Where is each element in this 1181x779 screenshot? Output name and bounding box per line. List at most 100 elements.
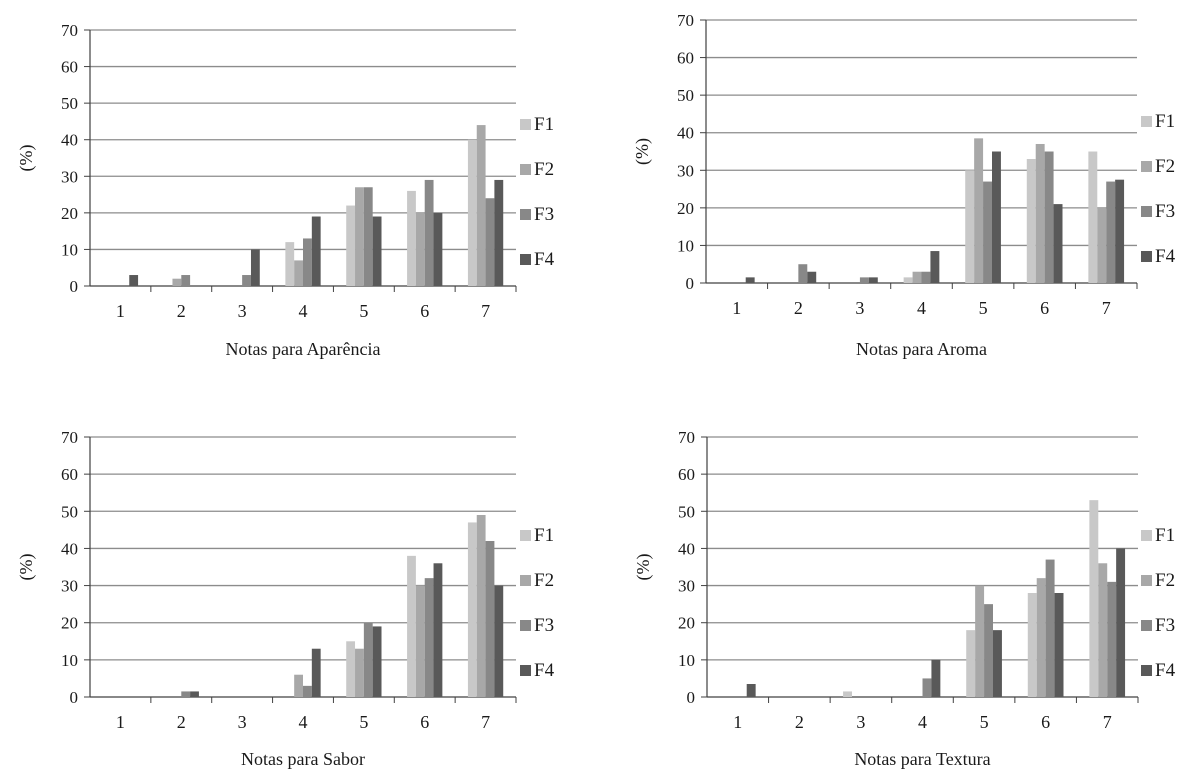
legend-swatch-f2: [520, 575, 531, 586]
y-tick-label: 70: [61, 21, 78, 40]
bar-f3-5: [983, 181, 992, 283]
bar-f2-7: [1098, 563, 1108, 697]
bar-f4-5: [991, 151, 1001, 283]
y-tick-label: 50: [677, 86, 694, 105]
bar-f3-6: [1045, 559, 1055, 697]
bar-f4-4: [931, 659, 941, 697]
bar-f3-6: [424, 179, 434, 286]
y-axis-label: (%): [16, 145, 37, 172]
x-tick-label: 1: [732, 298, 741, 318]
legend-label-f4: F4: [534, 660, 555, 681]
legend-swatch-f2: [1141, 161, 1152, 172]
bar-f3-4: [921, 271, 931, 283]
y-tick-label: 40: [678, 539, 695, 558]
x-tick-label: 5: [359, 712, 368, 732]
bar-f4-7: [494, 179, 504, 286]
legend-label-f2: F2: [1155, 156, 1175, 177]
x-tick-label: 6: [420, 712, 429, 732]
bar-f2-7: [476, 125, 486, 286]
legend-label-f4: F4: [534, 249, 555, 270]
y-tick-label: 30: [61, 167, 78, 186]
legend-label-f3: F3: [534, 615, 554, 636]
bar-f2-5: [355, 187, 364, 286]
bar-f3-4: [303, 238, 312, 286]
bar-f3-5: [363, 187, 373, 286]
y-tick-label: 10: [678, 651, 695, 670]
legend-label-f1: F1: [534, 114, 554, 135]
legend-label-f1: F1: [534, 525, 554, 546]
y-tick-label: 30: [677, 161, 694, 180]
bar-f1-6: [1026, 159, 1036, 283]
y-tick-label: 30: [678, 577, 695, 596]
bar-f3-2: [181, 275, 191, 286]
bar-f2-4: [912, 271, 922, 283]
bar-f3-3: [859, 277, 869, 283]
bar-f3-7: [485, 541, 495, 697]
bar-f2-5: [974, 138, 984, 283]
y-tick-label: 70: [677, 11, 694, 30]
y-tick-label: 60: [678, 465, 695, 484]
bar-f4-4: [311, 648, 321, 697]
chart-aroma: 0 10 20 30 40 50 60 70 1 2 3 4 5 6 7 (%) Notas para Arom…: [632, 11, 1176, 359]
x-tick-label: 1: [116, 712, 125, 732]
y-tick-label: 70: [678, 428, 695, 447]
bar-f3-5: [984, 604, 993, 697]
x-tick-label: 6: [1041, 712, 1050, 732]
legend-swatch-f4: [1141, 665, 1152, 676]
legend-swatch-f4: [520, 665, 531, 676]
legend-label-f4: F4: [1155, 660, 1176, 681]
legend-swatch-f1: [1141, 530, 1152, 541]
bar-f1-5: [966, 630, 976, 697]
x-axis-label: Notas para Sabor: [241, 749, 365, 769]
bar-f2-6: [415, 212, 425, 286]
x-axis-label: Notas para Textura: [854, 749, 990, 769]
bar-f2-5: [355, 648, 364, 697]
y-tick-label: 60: [677, 49, 694, 68]
legend-swatch-f3: [1141, 206, 1152, 217]
y-tick-label: 20: [677, 199, 694, 218]
bar-f4-6: [433, 212, 443, 286]
bar-f4-1: [129, 275, 139, 286]
y-tick-label: 60: [61, 465, 78, 484]
bar-f1-4: [285, 242, 295, 286]
y-tick-label: 30: [61, 577, 78, 596]
y-tick-label: 10: [61, 651, 78, 670]
y-tick-label: 0: [70, 688, 79, 707]
x-axis-label: Notas para Aroma: [856, 339, 987, 359]
y-tick-label: 20: [61, 614, 78, 633]
x-tick-label: 2: [177, 301, 186, 321]
x-tick-label: 7: [481, 712, 490, 732]
legend-swatch-f1: [1141, 116, 1152, 127]
bar-f4-6: [1053, 204, 1063, 283]
x-tick-label: 5: [979, 298, 988, 318]
chart-panel-textura: 0 10 20 30 40 50 60 70 1 2 3 4 5 6 7 (%) Notas para Text…: [590, 387, 1181, 774]
legend-label-f3: F3: [1155, 201, 1175, 222]
legend-swatch-f4: [1141, 251, 1152, 262]
bar-f3-2: [181, 691, 191, 697]
x-tick-label: 3: [855, 298, 864, 318]
y-tick-label: 40: [61, 131, 78, 150]
legend-swatch-f3: [1141, 620, 1152, 631]
x-tick-label: 7: [481, 301, 490, 321]
bar-f4-1: [746, 684, 756, 697]
bar-f2-6: [1035, 143, 1045, 283]
y-tick-label: 50: [678, 502, 695, 521]
bar-f3-6: [1044, 151, 1054, 283]
x-tick-label: 4: [918, 712, 927, 732]
bar-f4-7: [1116, 548, 1126, 697]
bar-f3-3: [242, 275, 251, 286]
legend-label-f4: F4: [1155, 246, 1176, 267]
bar-f2-4: [294, 260, 303, 286]
y-tick-label: 10: [677, 236, 694, 255]
bar-f3-5: [363, 622, 373, 697]
bar-f3-4: [922, 678, 932, 697]
x-tick-label: 4: [299, 301, 308, 321]
x-tick-label: 1: [733, 712, 742, 732]
chart-panel-aparencia: 0 10 20 30 40 50 60 70 1 2 3 4 5 6 7 (%) Notas para Apar…: [0, 0, 590, 387]
legend-label-f2: F2: [1155, 570, 1175, 591]
bar-f3-4: [303, 685, 312, 697]
bar-f1-6: [1027, 593, 1037, 697]
x-tick-label: 2: [794, 298, 803, 318]
x-tick-label: 2: [177, 712, 186, 732]
bar-f1-7: [1088, 151, 1098, 283]
